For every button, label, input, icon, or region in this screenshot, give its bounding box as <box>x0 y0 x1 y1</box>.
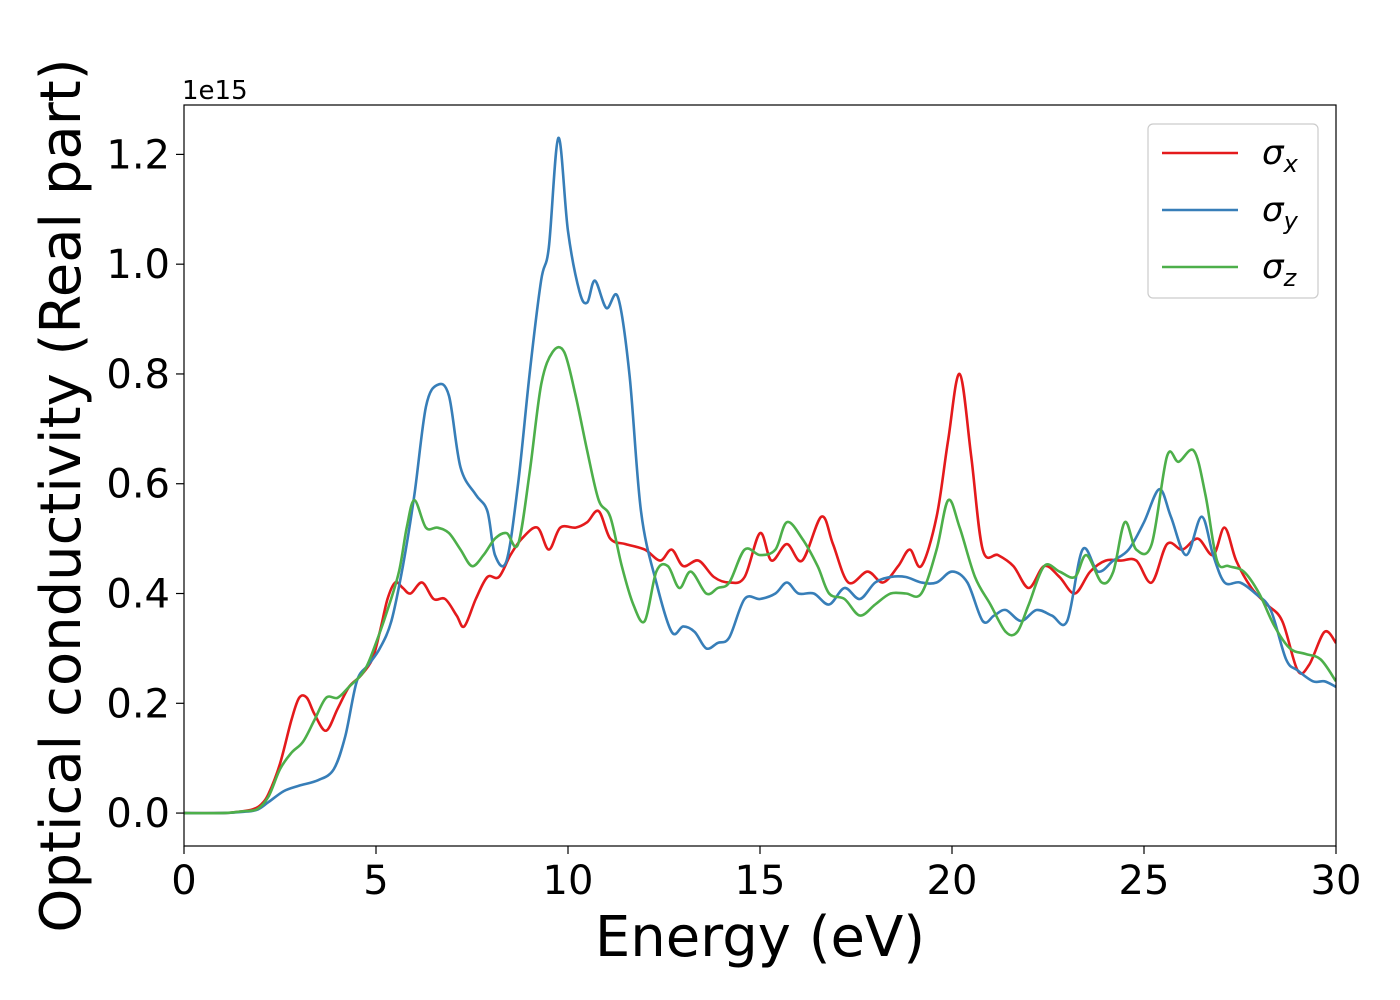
x-tick-label: 0 <box>171 858 196 904</box>
series-line-x <box>184 372 1336 815</box>
legend-label: σy <box>1262 190 1299 235</box>
x-tick-label: 5 <box>363 858 388 904</box>
y-tick-label: 0.4 <box>106 572 170 618</box>
x-tick-label: 10 <box>543 858 594 904</box>
legend-label: σx <box>1262 133 1299 178</box>
y-offset-label: 1e15 <box>182 76 248 106</box>
y-axis-label: Optical conductivity (Real part) <box>29 58 94 932</box>
legend-label: σz <box>1262 247 1298 292</box>
series-line-y <box>184 136 1336 815</box>
y-tick-label: 0.6 <box>106 462 170 508</box>
axis-ticks: 0 5 10 15 20 25 30 0.0 0.2 0.4 0.6 0.8 1.0 1.2 <box>106 132 1361 904</box>
x-tick-label: 15 <box>735 858 786 904</box>
y-tick-label: 1.2 <box>106 132 170 178</box>
y-tick-label: 0.8 <box>106 352 170 398</box>
series-line-z <box>184 345 1336 815</box>
y-tick-label: 0.0 <box>106 791 170 837</box>
x-tick-label: 25 <box>1119 858 1170 904</box>
y-tick-label: 0.2 <box>106 681 170 727</box>
x-tick-label: 20 <box>927 858 978 904</box>
series-lines <box>184 136 1336 815</box>
plot-area <box>183 104 1337 847</box>
x-axis-label: Energy (eV) <box>595 905 925 970</box>
y-tick-label: 1.0 <box>106 242 170 288</box>
legend: σx σy σz <box>1147 123 1319 299</box>
x-tick-label: 30 <box>1311 858 1362 904</box>
